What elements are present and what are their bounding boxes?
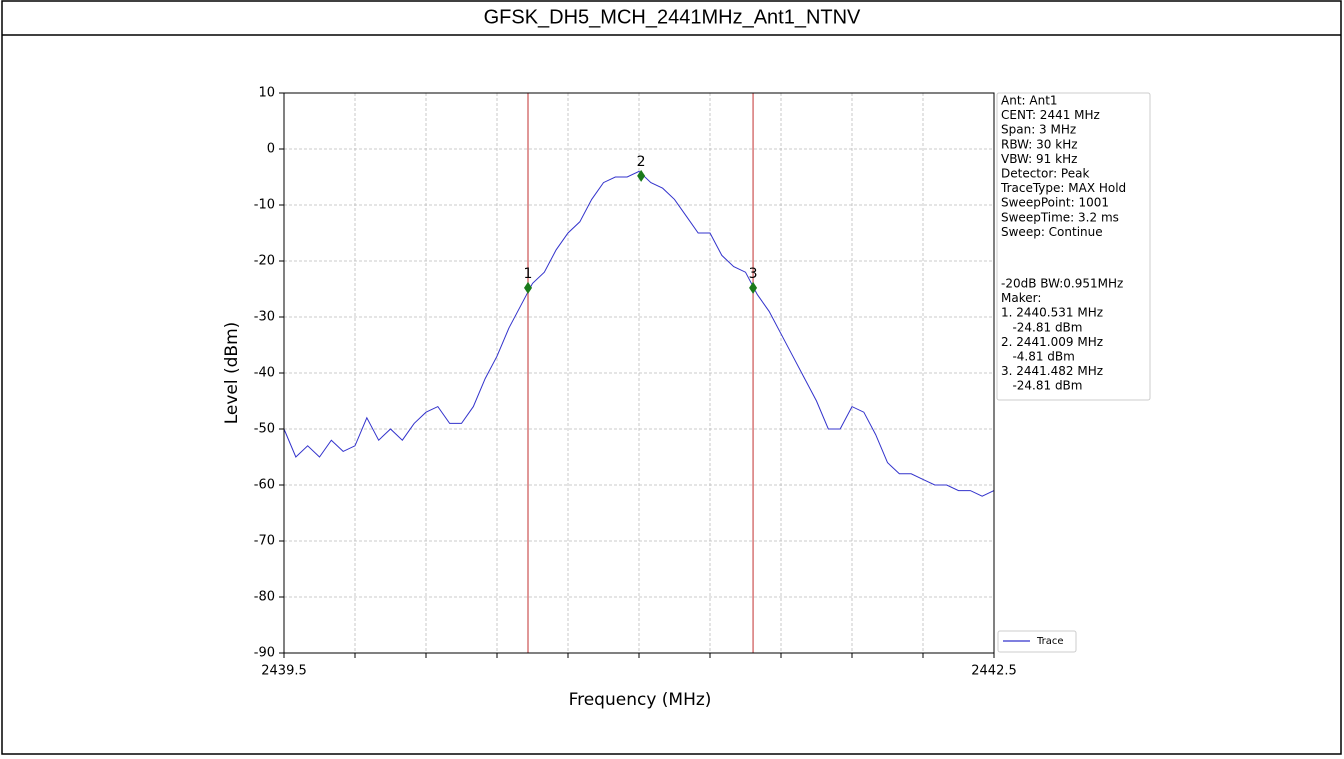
y-tick-label: 10 [258,86,275,101]
info-line: RBW: 30 kHz [1001,137,1078,151]
info-line: 2. 2441.009 MHz [1001,335,1103,349]
x-axis-label: Frequency (MHz) [569,690,712,710]
info-line: -24.81 dBm [1001,320,1082,334]
info-line: SweepTime: 3.2 ms [1001,210,1119,224]
y-tick-label: -70 [254,534,275,549]
info-line: Ant: Ant1 [1001,94,1058,108]
trace-line [283,170,995,497]
info-line: CENT: 2441 MHz [1001,108,1100,122]
info-line: TraceType: MAX Hold [1000,181,1126,195]
info-line: 1. 2440.531 MHz [1001,306,1103,320]
info-line: -20dB BW:0.951MHz [1001,277,1123,291]
y-tick-label: 0 [267,142,275,157]
info-line: -24.81 dBm [1001,379,1082,393]
info-line: 3. 2441.482 MHz [1001,364,1103,378]
marker-label: 1 [524,266,533,282]
info-line: Span: 3 MHz [1001,123,1076,137]
marker-label: 2 [637,154,646,170]
y-tick-label: -30 [254,310,275,325]
info-box [996,92,1151,401]
y-axis-label: Level (dBm) [222,322,242,425]
y-tick-label: -20 [254,254,275,269]
info-line: SweepPoint: 1001 [1001,196,1109,210]
marker-point [749,281,758,294]
plot-frame [283,92,995,654]
marker-label: 3 [749,266,758,282]
info-line: VBW: 91 kHz [1001,152,1077,166]
legend-label: Trace [1036,636,1064,647]
x-tick-label: 2439.5 [261,664,307,679]
y-tick-label: -80 [254,590,275,605]
info-line: -4.81 dBm [1001,350,1075,364]
marker-point [524,281,533,294]
info-line: Detector: Peak [1001,167,1089,181]
x-tick-label: 2442.5 [971,664,1017,679]
info-line: Sweep: Continue [1001,225,1103,239]
y-tick-label: -10 [254,198,275,213]
chart-title: GFSK_DH5_MCH_2441MHz_Ant1_NTNV [484,6,861,28]
y-tick-label: -50 [254,422,275,437]
y-tick-label: -90 [254,646,275,661]
legend-box [997,630,1077,653]
marker-point [637,169,646,182]
y-tick-label: -40 [254,366,275,381]
y-tick-label: -60 [254,478,275,493]
info-line: Maker: [1001,291,1041,305]
